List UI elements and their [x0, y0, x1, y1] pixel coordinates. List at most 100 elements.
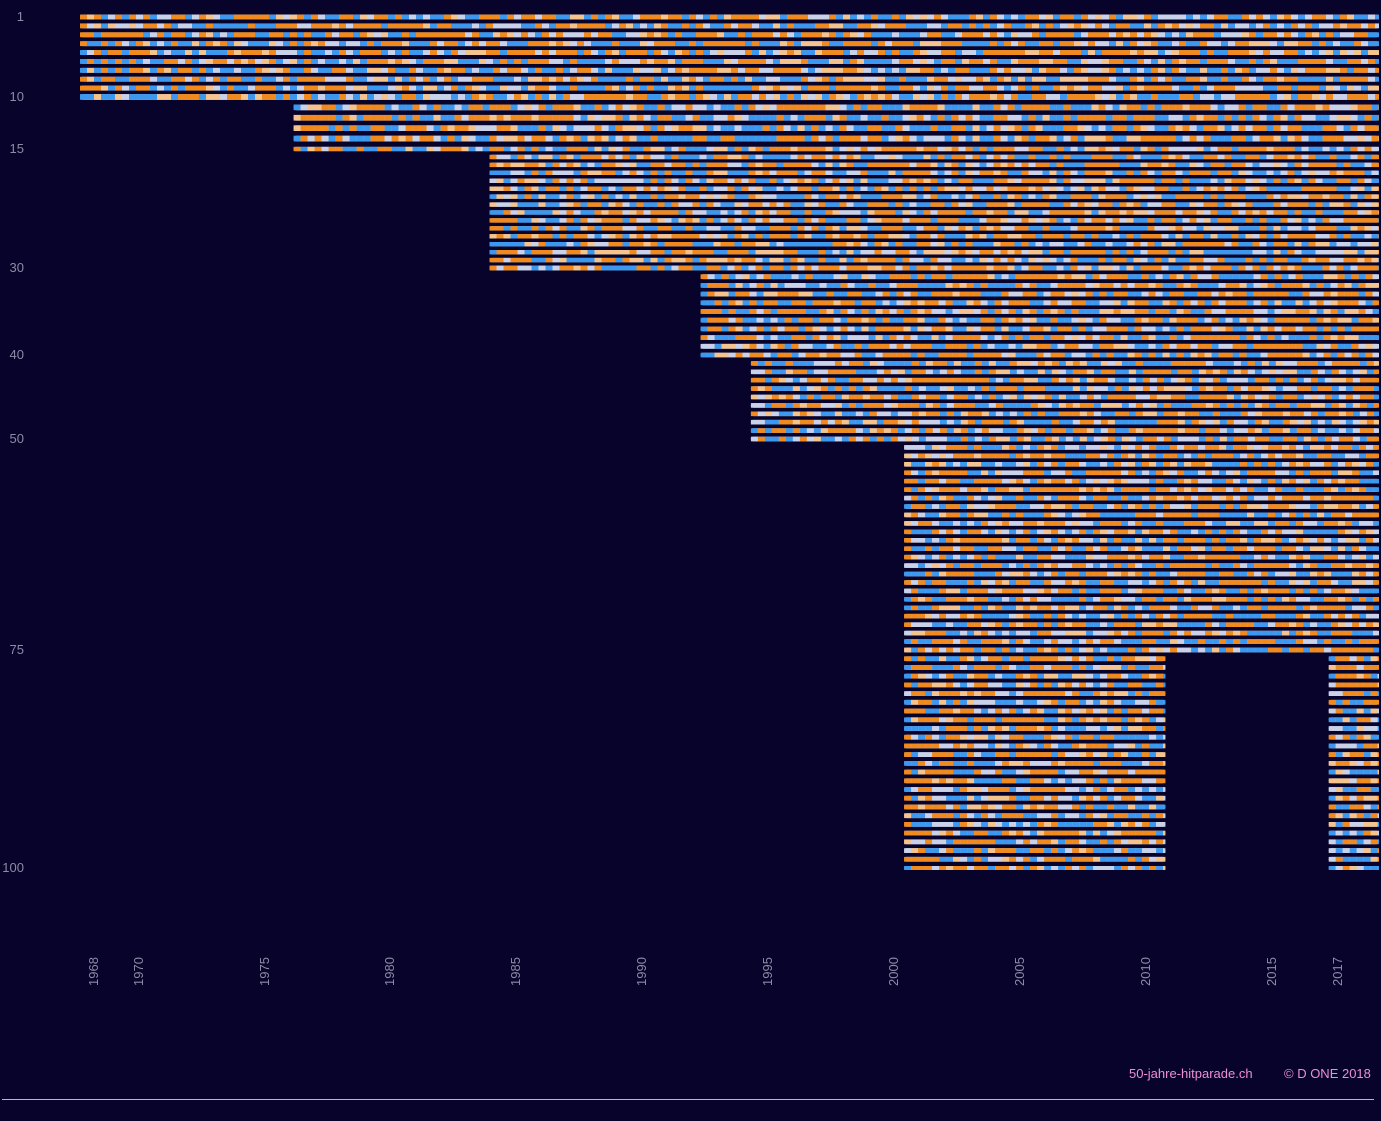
week-cell: [965, 226, 973, 231]
week-cell: [1326, 23, 1333, 29]
week-cell: [458, 94, 465, 100]
week-cell: [979, 170, 987, 175]
week-cell: [535, 67, 542, 73]
week-cell: [402, 76, 409, 82]
week-cell: [846, 125, 854, 131]
week-cell: [556, 50, 563, 55]
week-cell: [983, 85, 990, 91]
week-cell: [185, 23, 192, 29]
week-cell: [1147, 226, 1155, 231]
week-cell: [682, 67, 689, 73]
week-cell: [1085, 300, 1093, 306]
week-cell: [1014, 135, 1022, 142]
week-cell: [1126, 194, 1134, 199]
week-cell: [1259, 202, 1267, 207]
week-cell: [269, 23, 276, 29]
week-cell: [734, 242, 742, 247]
week-cell: [1102, 32, 1109, 38]
week-cell: [1280, 162, 1288, 168]
week-cell: [1280, 178, 1288, 183]
week-cell: [696, 67, 703, 73]
week-cell: [839, 125, 847, 131]
week-cell: [661, 85, 668, 91]
week-cell: [818, 194, 826, 199]
week-cell: [748, 154, 756, 160]
week-cell: [1210, 114, 1218, 121]
week-cell: [349, 104, 357, 111]
week-cell: [895, 114, 903, 121]
week-cell: [1252, 135, 1260, 142]
week-cell: [615, 146, 623, 152]
week-cell: [587, 186, 595, 191]
week-cell: [1161, 202, 1169, 207]
week-cell: [1126, 234, 1134, 239]
week-cell: [1347, 59, 1354, 64]
week-cell: [1144, 14, 1151, 20]
week-cell: [906, 32, 913, 38]
week-cell: [1109, 14, 1116, 20]
week-cell: [1074, 67, 1081, 73]
week-cell: [552, 210, 560, 215]
week-cell: [804, 114, 812, 121]
week-cell: [682, 32, 689, 38]
week-cell: [906, 50, 913, 55]
week-cell: [713, 162, 721, 168]
week-cell: [1203, 250, 1211, 255]
week-cell: [360, 14, 367, 20]
week-cell: [720, 162, 728, 168]
week-cell: [1246, 283, 1254, 288]
week-cell: [594, 186, 602, 191]
week-cell: [924, 274, 932, 280]
week-cell: [1035, 135, 1043, 142]
week-cell: [622, 104, 630, 111]
week-cell: [857, 14, 864, 20]
week-cell: [608, 125, 616, 131]
week-cell: [734, 114, 742, 121]
week-cell: [769, 104, 777, 111]
week-cell: [1266, 186, 1274, 191]
week-cell: [1137, 85, 1144, 91]
week-cell: [906, 76, 913, 82]
week-cell: [1042, 202, 1050, 207]
week-cell: [671, 170, 679, 175]
week-cell: [1287, 218, 1295, 223]
week-cell: [860, 250, 868, 255]
week-cell: [1008, 283, 1016, 288]
week-cell: [619, 85, 626, 91]
week-cell: [1284, 85, 1291, 91]
week-cell: [1246, 300, 1254, 306]
week-cell: [1294, 234, 1302, 239]
week-cell: [1147, 257, 1155, 263]
week-cell: [608, 226, 616, 231]
week-cell: [1056, 218, 1064, 223]
week-cell: [759, 23, 766, 29]
week-cell: [598, 85, 605, 91]
week-cell: [633, 14, 640, 20]
week-cell: [1147, 242, 1155, 247]
week-cell: [101, 32, 108, 38]
week-cell: [934, 14, 941, 20]
week-cell: [374, 50, 381, 55]
week-cell: [80, 85, 87, 91]
week-cell: [972, 265, 980, 271]
week-cell: [1133, 257, 1141, 263]
week-cell: [115, 14, 122, 20]
week-cell: [629, 265, 637, 271]
week-cell: [808, 85, 815, 91]
week-cell: [1298, 85, 1305, 91]
week-cell: [269, 41, 276, 47]
week-cell: [664, 250, 672, 255]
week-cell: [587, 146, 595, 152]
week-cell: [1071, 283, 1079, 288]
week-cell: [941, 67, 948, 73]
week-cell: [812, 291, 820, 297]
week-cell: [1287, 125, 1295, 131]
week-cell: [1210, 210, 1218, 215]
week-cell: [948, 23, 955, 29]
week-cell: [1018, 59, 1025, 64]
week-cell: [1137, 50, 1144, 55]
week-cell: [727, 125, 735, 131]
week-cell: [917, 291, 925, 297]
week-cell: [1270, 41, 1277, 47]
week-cell: [440, 146, 448, 152]
